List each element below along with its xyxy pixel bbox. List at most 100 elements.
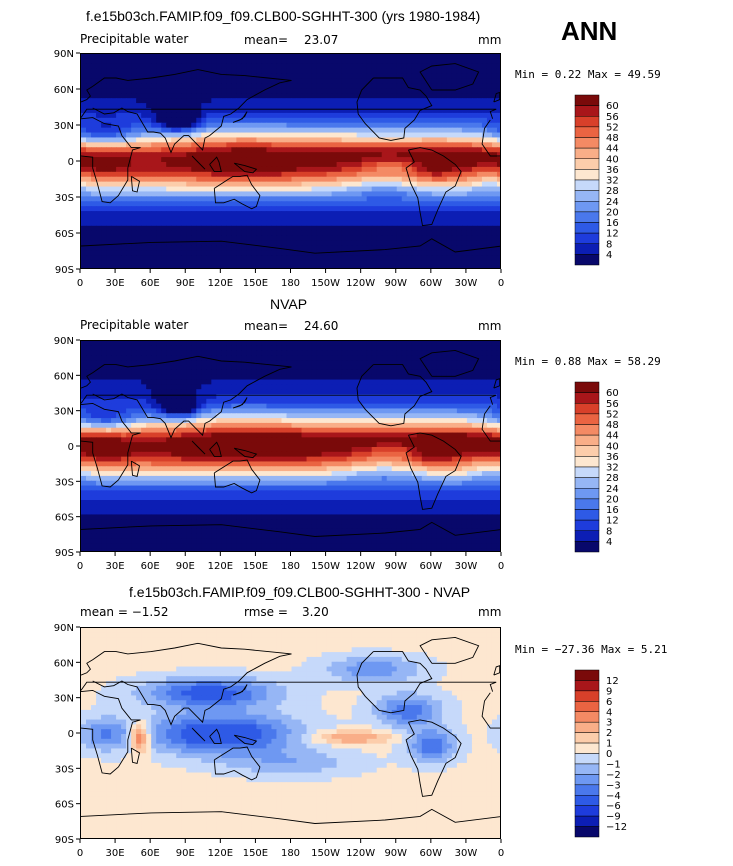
panel3-lat-label: 60S xyxy=(55,800,74,811)
panel3-mean-label: mean = −1.52 xyxy=(80,605,169,619)
panel1-colorbar-label: 44 xyxy=(606,144,619,155)
panel1-colorbar-label: 52 xyxy=(606,122,619,133)
panel3-lat-label: 30S xyxy=(55,764,74,775)
panel2-colorbar-label: 20 xyxy=(606,494,619,505)
panel2-field xyxy=(81,341,500,551)
panel1-colorbar-label: 12 xyxy=(606,229,619,240)
panel2-lon-label: 60W xyxy=(420,561,443,572)
panel2-lat-label: 90N xyxy=(54,336,74,347)
panel1-colorbar-label: 32 xyxy=(606,176,619,187)
panel2-colorbar-swatch xyxy=(574,456,600,468)
panel3-colorbar-label: 12 xyxy=(606,676,619,687)
panel3-lat-label: 90N xyxy=(54,623,74,634)
panel1-lat-label: 90S xyxy=(55,265,74,276)
panel3-colorbar-label: −9 xyxy=(606,812,621,823)
panel2-colorbar-label: 48 xyxy=(606,420,619,431)
panel1-coastlines xyxy=(81,63,500,254)
panel1-map-svg xyxy=(81,54,500,268)
panel1-colorbar-label: 48 xyxy=(606,133,619,144)
panel2-lat-label: 90S xyxy=(55,548,74,559)
season-label: ANN xyxy=(561,16,618,46)
panel3-title: f.e15b03ch.FAMIP.f09_f09.CLB00-SGHHT-300… xyxy=(129,584,471,600)
panel2-colorbar-label: 60 xyxy=(606,388,619,399)
panel3-colorbar-swatch xyxy=(574,669,600,681)
panel1-lat-label: 90N xyxy=(54,49,74,60)
panel3-colorbar-label: −2 xyxy=(606,770,621,781)
panel1-colorbar-swatch xyxy=(574,222,600,234)
panel2-lat-label: 60S xyxy=(55,513,74,524)
panel2-lon-label: 90W xyxy=(384,561,407,572)
panel1-colorbar-label: 36 xyxy=(606,165,619,176)
panel2-colorbar-swatch xyxy=(574,381,600,393)
panel1-lon-label: 150W xyxy=(311,278,340,289)
panel3-colorbar-swatch xyxy=(574,701,600,712)
panel3-field xyxy=(81,628,500,838)
panel1-colorbar-label: 56 xyxy=(606,112,619,123)
panel2-lon-label: 0 xyxy=(498,561,504,572)
panel1-lon-label: 150E xyxy=(243,278,268,289)
panel1-lat-label: 60S xyxy=(55,229,74,240)
panel1-lon-label: 180 xyxy=(281,278,300,289)
panel2-lat-label: 0 xyxy=(68,442,74,453)
panel3-lat-label: 90S xyxy=(55,835,74,846)
panel3-colorbar-swatch xyxy=(574,732,600,744)
panel3-rmse-label: rmse = xyxy=(244,605,288,619)
panel3-map-svg xyxy=(81,628,500,838)
panel2-colorbar-label: 32 xyxy=(606,463,619,474)
panel2-colorbar-swatch xyxy=(574,509,600,521)
panel2-lon-label: 180 xyxy=(281,561,300,572)
panel3-lon-label: 30E xyxy=(106,848,125,859)
panel3-colorbar-label: 4 xyxy=(606,707,612,718)
panel2-lat-label: 60N xyxy=(54,371,74,382)
panel1-lat-label: 60N xyxy=(54,85,74,96)
panel2-mean-label: mean= xyxy=(244,319,289,333)
panel1-lon-label: 90W xyxy=(384,278,407,289)
panel1-mean-value: 23.07 xyxy=(304,33,339,47)
panel2-colorbar-swatch xyxy=(574,403,600,415)
panel2-lon-label: 150W xyxy=(311,561,340,572)
panel2-map xyxy=(80,340,501,552)
panel3-coastlines xyxy=(81,636,500,824)
panel1-lon-label: 60W xyxy=(420,278,443,289)
panel3-lon-label: 180 xyxy=(281,848,300,859)
panel2-colorbar-label: 52 xyxy=(606,409,619,420)
panel2-lat-label: 30S xyxy=(55,477,74,488)
panel3-lat-label: 30N xyxy=(54,694,74,705)
panel1-colorbar-swatch xyxy=(574,179,600,191)
panel2-lon-label: 150E xyxy=(243,561,268,572)
panel3-lon-label: 90W xyxy=(384,848,407,859)
panel3-lat-label: 0 xyxy=(68,729,74,740)
panel3-unit: mm xyxy=(478,605,502,619)
panel1-colorbar-swatch xyxy=(574,105,600,117)
panel1-lon-label: 120W xyxy=(346,278,375,289)
panel1-lon-label: 30E xyxy=(106,278,125,289)
panel1-colorbar-swatch xyxy=(574,137,600,149)
panel2-colorbar-swatch xyxy=(574,488,600,500)
panel1-mean-label: mean= xyxy=(244,33,289,47)
panel1-colorbar-label: 20 xyxy=(606,207,619,218)
panel3-lat-label: 60N xyxy=(54,658,74,669)
panel1-colorbar-swatch xyxy=(574,211,600,223)
panel2-colorbar-swatch xyxy=(574,445,600,457)
panel2-title: NVAP xyxy=(270,296,308,312)
panel3-colorbar-label: −12 xyxy=(606,822,627,833)
panel3-colorbar-swatch xyxy=(574,795,600,806)
panel2-minmax: Min = 0.88 Max = 58.29 xyxy=(515,355,661,368)
panel2-colorbar-swatch xyxy=(574,477,600,489)
panel3-colorbar-label: 6 xyxy=(606,697,612,708)
panel2-colorbar-label: 40 xyxy=(606,441,619,452)
panel1-lon-label: 30W xyxy=(455,278,478,289)
panel2-colorbar-label: 12 xyxy=(606,516,619,527)
panel3-colorbar-label: −6 xyxy=(606,801,621,812)
panel1-colorbar-swatch xyxy=(574,94,600,106)
panel2-colorbar-swatch xyxy=(574,498,600,510)
panel3-map xyxy=(80,627,501,839)
panel1-map xyxy=(80,53,501,269)
panel3-lon-label: 120E xyxy=(208,848,233,859)
panel1-colorbar-label: 4 xyxy=(606,250,612,261)
panel3-lon-label: 150W xyxy=(311,848,340,859)
panel3-colorbar-label: 2 xyxy=(606,728,612,739)
panel3-colorbar-label: 1 xyxy=(606,739,612,750)
